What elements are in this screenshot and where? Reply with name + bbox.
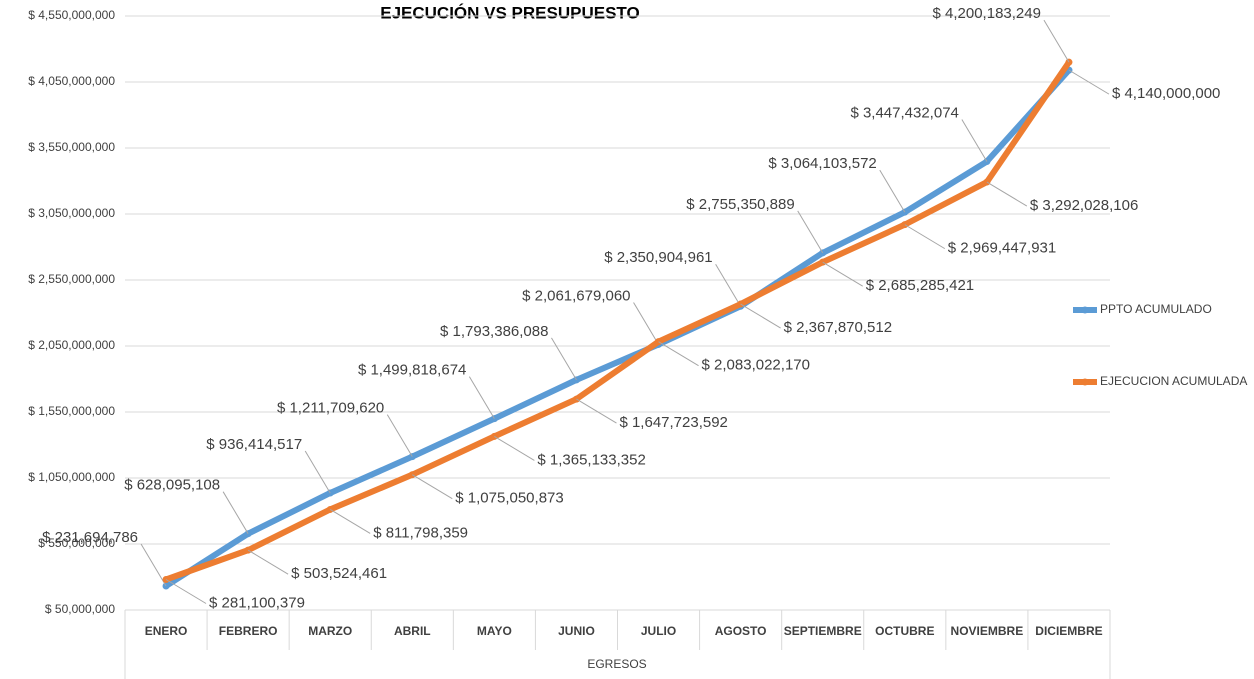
series-line [164, 68, 1072, 589]
data-label: $ 3,447,432,074 [850, 105, 958, 122]
data-label: $ 2,969,447,931 [948, 240, 1056, 257]
y-tick-label: $ 4,050,000,000 [28, 74, 115, 88]
leader-line [879, 169, 906, 213]
leader-line [633, 302, 659, 345]
x-tick-label: JUNIO [558, 624, 595, 638]
leader-line [1068, 69, 1110, 95]
x-tick-label: ENERO [145, 624, 188, 638]
leader-line [222, 491, 249, 534]
x-tick-label: FEBRERO [219, 624, 278, 638]
y-tick-label: $ 3,050,000,000 [28, 206, 115, 220]
legend-label: PPTO ACUMULADO [1100, 302, 1212, 316]
y-tick-label: $ 2,050,000,000 [28, 338, 115, 352]
data-label: $ 1,211,709,620 [277, 400, 384, 417]
data-label: $ 811,798,359 [373, 524, 468, 541]
data-label: $ 2,755,350,889 [686, 196, 794, 213]
data-label: $ 503,524,461 [291, 565, 387, 582]
data-label: $ 1,075,050,873 [455, 490, 563, 507]
leader-line [904, 224, 946, 250]
x-tick-label: NOVIEMBRE [951, 624, 1024, 638]
x-tick-label: JULIO [641, 624, 676, 638]
x-tick-label: MAYO [477, 624, 512, 638]
legend-marker [1081, 378, 1089, 386]
leader-line [494, 435, 535, 461]
leader-line [468, 376, 495, 419]
y-tick-label: $ 50,000,000 [45, 602, 115, 616]
leader-line [576, 398, 617, 424]
leader-line [961, 119, 988, 162]
y-tick-label: $ 1,550,000,000 [28, 404, 115, 418]
leader-line [986, 181, 1028, 207]
leader-line [165, 579, 207, 604]
y-tick-label: $ 550,000,000 [38, 536, 115, 550]
x-axis-title: EGRESOS [587, 657, 646, 671]
leader-line [658, 341, 699, 367]
data-label: $ 281,100,379 [209, 594, 305, 611]
data-label: $ 3,292,028,106 [1030, 197, 1138, 214]
x-tick-label: ABRIL [394, 624, 431, 638]
leader-line [412, 474, 453, 500]
leader-line [551, 337, 577, 381]
chart-title: EJECUCIÓN VS PRESUPUESTO [380, 3, 639, 22]
x-tick-label: SEPTIEMBRE [784, 624, 862, 638]
y-tick-label: $ 2,550,000,000 [28, 272, 115, 286]
leader-line [797, 210, 824, 254]
data-label: $ 4,200,183,249 [933, 5, 1041, 22]
data-label: $ 2,350,904,961 [604, 249, 712, 266]
leader-line [304, 450, 331, 494]
data-label: $ 1,499,818,674 [358, 362, 466, 379]
leader-line [822, 261, 863, 287]
series-line [165, 60, 1072, 583]
data-label: $ 628,095,108 [124, 477, 220, 494]
data-label: $ 2,083,022,170 [702, 357, 810, 374]
x-tick-label: AGOSTO [715, 624, 767, 638]
x-tick-label: OCTUBRE [875, 624, 934, 638]
data-label: $ 2,061,679,060 [522, 287, 630, 304]
leader-line [329, 509, 371, 534]
data-label: $ 4,140,000,000 [1112, 85, 1220, 102]
leader-line [247, 549, 289, 575]
data-label: $ 2,367,870,512 [784, 319, 892, 336]
data-label: $ 3,064,103,572 [768, 155, 876, 172]
y-tick-label: $ 4,550,000,000 [28, 8, 115, 22]
legend-label: EJECUCION ACUMULADA [1100, 374, 1247, 388]
x-tick-label: DICIEMBRE [1035, 624, 1102, 638]
y-tick-label: $ 1,050,000,000 [28, 470, 115, 484]
legend-marker [1081, 306, 1089, 314]
leader-line [386, 414, 413, 457]
data-label: $ 231,694,786 [42, 529, 138, 546]
data-label: $ 1,647,723,592 [619, 414, 727, 431]
x-tick-label: MARZO [308, 624, 352, 638]
data-label: $ 1,365,133,352 [537, 451, 645, 468]
data-label: $ 936,414,517 [206, 436, 302, 453]
y-tick-label: $ 3,550,000,000 [28, 140, 115, 154]
leader-line [140, 543, 167, 587]
data-label: $ 1,793,386,088 [440, 323, 548, 340]
leader-line [740, 303, 781, 329]
leader-line [1043, 19, 1070, 63]
data-label: $ 2,685,285,421 [866, 277, 974, 294]
leader-line [715, 264, 742, 307]
